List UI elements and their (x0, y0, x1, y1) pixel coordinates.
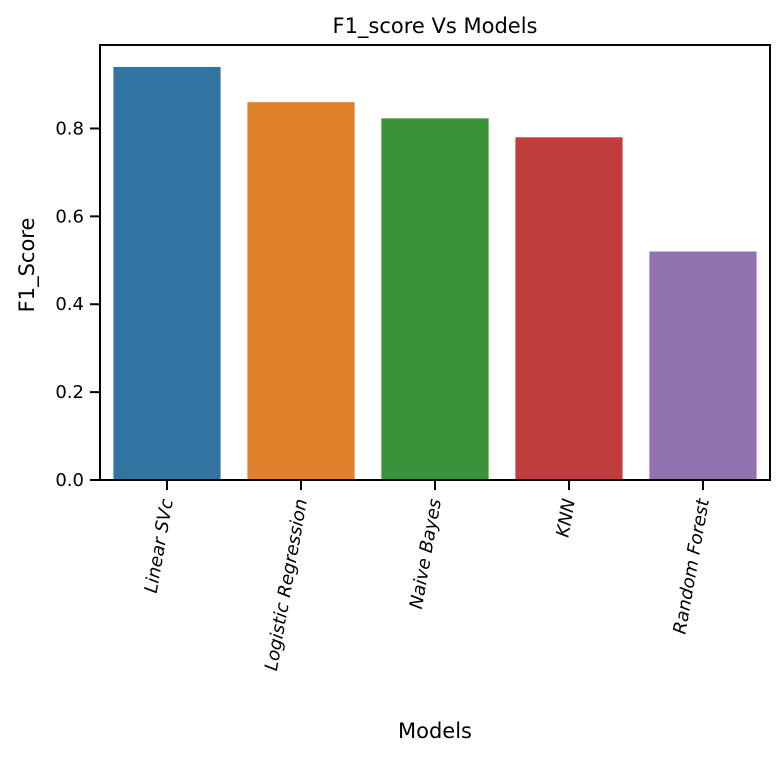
bar-linear-svc (113, 66, 221, 480)
y-tick-label: 0.6 (55, 206, 84, 227)
y-tick-label: 0.0 (55, 470, 84, 491)
x-axis-title: Models (398, 719, 472, 743)
x-tick-label: Random Forest (669, 496, 714, 635)
bar-naive-bayes (381, 118, 489, 480)
x-axis: Linear SVc Logistic Regression Naive Bayes… (141, 480, 714, 672)
x-tick-label: Naive Bayes (406, 497, 446, 610)
x-tick-label: Logistic Regression (261, 497, 312, 672)
y-axis: 0.0 0.2 0.4 0.6 0.8 (55, 118, 100, 491)
y-axis-title: F1_Score (15, 218, 40, 313)
bar-knn (515, 137, 623, 481)
bar-random-forest (649, 251, 757, 480)
x-tick-label: KNN (553, 497, 580, 539)
bar-group (113, 66, 757, 481)
plot-frame (99, 44, 771, 481)
y-tick-label: 0.2 (55, 382, 84, 403)
y-tick-label: 0.8 (55, 118, 84, 139)
bar-logistic-regression (247, 102, 355, 480)
chart-title: F1_score Vs Models (332, 14, 537, 39)
y-tick-label: 0.4 (55, 294, 84, 315)
x-tick-label: Linear SVc (141, 497, 178, 595)
